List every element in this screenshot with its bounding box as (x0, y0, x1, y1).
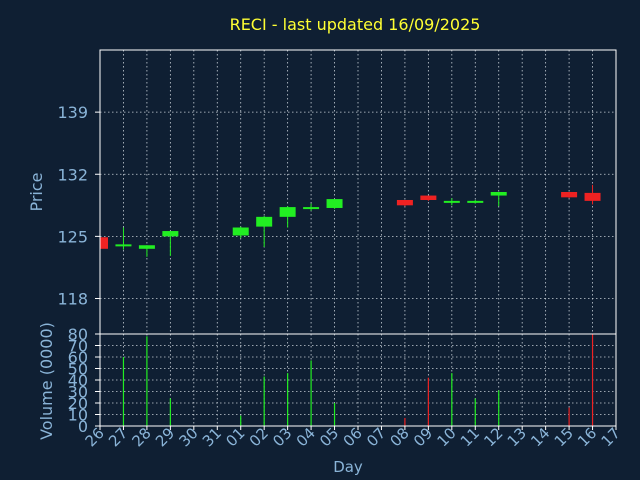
volume-tick-label: 80 (68, 325, 88, 344)
day-tick-label: 14 (527, 424, 553, 450)
volume-tick-label: 10 (68, 406, 88, 425)
day-tick-label: 30 (175, 424, 201, 450)
candle-body (279, 207, 296, 217)
day-tick-label: 17 (598, 424, 624, 450)
volume-tick-label: 30 (68, 383, 88, 402)
day-axis: 2627282930310102030405060708091011121314… (82, 424, 624, 450)
candle-body (467, 200, 484, 203)
price-plot: 118 125 132 139 (57, 49, 617, 335)
day-tick-label: 02 (246, 424, 272, 450)
candle-body (490, 192, 507, 196)
candle-body (115, 244, 132, 247)
day-tick-label: 31 (199, 424, 225, 450)
candle-body (162, 231, 179, 237)
day-tick-label: 15 (551, 424, 577, 450)
candle-body (396, 199, 413, 206)
volume-tick-label: 70 (68, 337, 88, 356)
candles (100, 184, 601, 257)
day-tick-label: 16 (574, 424, 600, 450)
candle-body (138, 245, 155, 249)
day-tick-label: 06 (340, 424, 366, 450)
volume-tick-label: 60 (68, 348, 88, 367)
candle-body (232, 227, 249, 236)
day-tick-label: 27 (105, 424, 131, 450)
day-tick-label: 04 (293, 424, 319, 450)
day-tick-label: 07 (363, 424, 389, 450)
candle-body (443, 200, 460, 203)
candle-body (256, 216, 273, 227)
volume-axis-label: Volume (0000) (37, 322, 56, 440)
candle-body (303, 207, 320, 210)
price-axis-label: Price (27, 172, 46, 211)
day-tick-label: 11 (457, 424, 483, 450)
candle-body (584, 192, 601, 201)
day-tick-label: 01 (222, 424, 248, 450)
volume-tick-label: 50 (68, 360, 88, 379)
candle-body (100, 237, 108, 249)
day-tick-label: 08 (387, 424, 413, 450)
chart-title: RECI - last updated 16/09/2025 (230, 15, 481, 34)
candle-body (326, 199, 343, 208)
candle-body (561, 192, 578, 198)
volume-tick-label: 20 (68, 394, 88, 413)
price-tick-label: 125 (57, 227, 88, 246)
day-tick-label: 10 (433, 424, 459, 450)
day-axis-label: Day (333, 458, 363, 476)
day-tick-label: 05 (316, 424, 342, 450)
candle-body (420, 195, 437, 200)
day-tick-label: 03 (269, 424, 295, 450)
price-tick-label: 139 (57, 103, 88, 122)
price-tick-label: 132 (57, 165, 88, 184)
volume-tick-label: 0 (78, 417, 88, 436)
day-tick-label: 12 (480, 424, 506, 450)
price-tick-label: 118 (57, 290, 88, 309)
day-tick-label: 28 (129, 424, 155, 450)
day-tick-label: 09 (410, 424, 436, 450)
volume-tick-label: 40 (68, 371, 88, 390)
day-tick-label: 13 (504, 424, 530, 450)
day-tick-label: 29 (152, 424, 178, 450)
